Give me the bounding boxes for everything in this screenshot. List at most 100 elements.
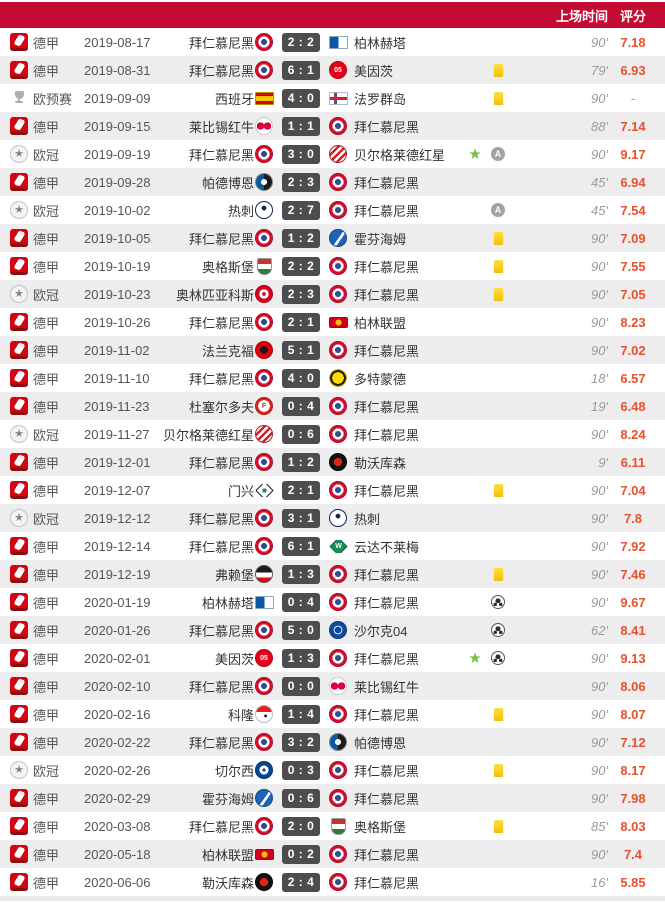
score-box: 1 : 3 xyxy=(282,564,320,584)
away-team-logo-badge xyxy=(329,761,347,779)
euro-qualifier-icon xyxy=(10,89,28,107)
match-row[interactable]: 德甲 2020-02-29 霍芬海姆 0 : 6 拜仁慕尼黑 90' 7.98 xyxy=(0,784,665,812)
away-team-name: 拜仁慕尼黑 xyxy=(354,763,420,779)
home-team-name: 拜仁慕尼黑 xyxy=(188,539,254,555)
away-team-logo xyxy=(328,621,348,639)
match-row[interactable]: 德甲 2020-06-06 勒沃库森 2 : 4 拜仁慕尼黑 16' 5.85 xyxy=(0,868,665,896)
home-team-logo xyxy=(254,537,274,555)
match-row[interactable]: 德甲 2019-12-14 拜仁慕尼黑 6 : 1 W 云达不莱梅 90' 7.92 xyxy=(0,532,665,560)
score-cell: 1 : 3 xyxy=(274,648,328,668)
match-row[interactable]: 欧预赛 2019-09-09 西班牙 4 : 0 法罗群岛 90' - xyxy=(0,84,665,112)
league-name: 德甲 xyxy=(33,399,60,415)
away-team-name: 拜仁慕尼黑 xyxy=(354,427,420,443)
league-name: 德甲 xyxy=(33,483,60,499)
minutes-played: 90' xyxy=(591,342,608,358)
bundesliga-text-strip xyxy=(10,888,28,891)
match-row[interactable]: ★ 欧冠 2019-09-19 拜仁慕尼黑 3 : 0 贝尔格莱德红星 ★ A 90' 9.17 xyxy=(0,140,665,168)
score-box: 2 : 0 xyxy=(282,816,320,836)
league-name: 德甲 xyxy=(33,707,60,723)
rating-value: 6.93 xyxy=(620,62,646,78)
bundesliga-figure xyxy=(13,258,26,271)
match-row[interactable]: 德甲 2019-10-05 拜仁慕尼黑 1 : 2 霍芬海姆 90' 7.09 xyxy=(0,224,665,252)
league-name: 德甲 xyxy=(33,259,60,275)
match-date: 2020-02-29 xyxy=(84,790,151,806)
match-row[interactable]: 德甲 2019-11-23 杜塞尔多夫 F 0 : 4 拜仁慕尼黑 19' 6.48 xyxy=(0,392,665,420)
match-date: 2020-02-26 xyxy=(84,762,151,778)
score-box: 0 : 2 xyxy=(282,844,320,864)
match-row[interactable]: 德甲 2020-02-10 拜仁慕尼黑 0 : 0 莱比锡红牛 90' 8.06 xyxy=(0,672,665,700)
match-row[interactable]: 德甲 2019-12-01 拜仁慕尼黑 1 : 2 勒沃库森 9' 6.11 xyxy=(0,448,665,476)
match-row[interactable]: 德甲 2020-01-19 柏林赫塔 0 : 4 拜仁慕尼黑 90' 9.67 xyxy=(0,588,665,616)
match-row[interactable]: 德甲 2019-09-28 帕德博恩 2 : 3 拜仁慕尼黑 45' 6.94 xyxy=(0,168,665,196)
bundesliga-icon xyxy=(10,817,28,835)
score-cell: 6 : 1 xyxy=(274,60,328,80)
match-row[interactable]: ★ 欧冠 2019-12-12 拜仁慕尼黑 3 : 1 热刺 90' 7.8 xyxy=(0,504,665,532)
home-team-logo-badge xyxy=(255,789,273,807)
home-team-logo xyxy=(254,369,274,387)
rating-value: 7.4 xyxy=(623,846,643,862)
team-logo-label: 05 xyxy=(334,66,342,74)
match-row[interactable]: 德甲 2019-12-19 弗赖堡 1 : 3 拜仁慕尼黑 90' 7.46 xyxy=(0,560,665,588)
away-team-name: 美因茨 xyxy=(354,63,394,79)
league-name: 欧冠 xyxy=(33,763,60,779)
minutes-played: 90' xyxy=(591,762,608,778)
away-team-logo xyxy=(328,789,348,807)
match-row[interactable]: 德甲 2020-02-22 拜仁慕尼黑 3 : 2 帕德博恩 90' 7.12 xyxy=(0,728,665,756)
away-team-logo xyxy=(328,229,348,247)
home-team-logo-badge: F xyxy=(255,397,273,415)
away-team-logo xyxy=(328,649,348,667)
away-team-logo xyxy=(328,565,348,583)
match-row[interactable]: 德甲 2019-11-10 拜仁慕尼黑 4 : 0 多特蒙德 18' 6.57 xyxy=(0,364,665,392)
yellow-card-icon xyxy=(493,287,503,301)
match-row[interactable]: 德甲 2020-02-01 美因茨 05 1 : 3 拜仁慕尼黑 ★ 90' 9.13 xyxy=(0,644,665,672)
bundesliga-icon xyxy=(10,33,28,51)
minutes-played: 90' xyxy=(591,90,608,106)
match-row[interactable]: 德甲 2019-11-02 法兰克福 5 : 1 拜仁慕尼黑 90' 7.02 xyxy=(0,336,665,364)
match-date: 2020-02-16 xyxy=(84,706,151,722)
match-row[interactable]: ★ 欧冠 2020-02-26 切尔西 0 : 3 拜仁慕尼黑 90' 8.17 xyxy=(0,756,665,784)
away-team-logo xyxy=(328,145,348,163)
match-row[interactable]: 德甲 2019-10-26 拜仁慕尼黑 2 : 1 柏林联盟 90' 8.23 xyxy=(0,308,665,336)
score-box: 1 : 2 xyxy=(282,228,320,248)
score-cell: 2 : 1 xyxy=(274,480,328,500)
match-row[interactable]: 德甲 2019-10-19 奥格斯堡 2 : 2 拜仁慕尼黑 90' 7.55 xyxy=(0,252,665,280)
match-row[interactable]: 德甲 2019-08-17 拜仁慕尼黑 2 : 2 柏林赫塔 90' 7.18 xyxy=(0,28,665,56)
match-row[interactable]: ★ 欧冠 2019-10-23 奥林匹亚科斯 2 : 3 拜仁慕尼黑 90' 7.05 xyxy=(0,280,665,308)
minutes-played: 90' xyxy=(591,846,608,862)
rating-value: 8.24 xyxy=(620,426,646,442)
match-row[interactable]: 德甲 2020-05-18 柏林联盟 0 : 2 拜仁慕尼黑 90' 7.4 xyxy=(0,840,665,868)
home-team-name: 西班牙 xyxy=(214,91,254,107)
league-icon-cell: ★ xyxy=(10,509,33,527)
match-row[interactable]: 德甲 2019-09-15 莱比锡红牛 1 : 1 拜仁慕尼黑 88' 7.14 xyxy=(0,112,665,140)
match-row[interactable]: ★ 欧冠 2019-11-27 贝尔格莱德红星 0 : 6 拜仁慕尼黑 90' 8.24 xyxy=(0,420,665,448)
score-box: 1 : 4 xyxy=(282,704,320,724)
away-team-logo-badge xyxy=(329,397,347,415)
league-name: 欧冠 xyxy=(33,427,60,443)
home-team-logo-badge xyxy=(255,341,273,359)
match-row[interactable]: 德甲 2019-12-07 门兴 2 : 1 拜仁慕尼黑 90' 7.04 xyxy=(0,476,665,504)
league-icon-cell xyxy=(10,537,33,555)
away-team-logo xyxy=(328,91,348,105)
rating-value: 7.18 xyxy=(620,34,646,50)
yellow-card-icon xyxy=(493,483,503,497)
match-row[interactable]: ★ 欧冠 2019-10-02 热刺 2 : 7 拜仁慕尼黑 A 45' 7.54 xyxy=(0,196,665,224)
league-name: 德甲 xyxy=(33,175,60,191)
bundesliga-figure xyxy=(13,650,26,663)
away-team-name: 拜仁慕尼黑 xyxy=(354,483,420,499)
bundesliga-figure xyxy=(13,734,26,747)
match-row[interactable]: 德甲 2019-08-31 拜仁慕尼黑 6 : 1 05 美因茨 79' 6.93 xyxy=(0,56,665,84)
away-team-logo-badge xyxy=(329,369,347,387)
bundesliga-text-strip xyxy=(10,328,28,331)
home-team-name: 拜仁慕尼黑 xyxy=(188,231,254,247)
match-row[interactable]: 德甲 2020-03-08 拜仁慕尼黑 2 : 0 奥格斯堡 85' 8.03 xyxy=(0,812,665,840)
event-icon-cell xyxy=(486,623,510,637)
away-team-name: 拜仁慕尼黑 xyxy=(354,791,420,807)
league-icon-cell xyxy=(10,173,33,191)
rating-value: 7.14 xyxy=(620,118,646,134)
away-team-name: 帕德博恩 xyxy=(354,735,407,751)
bundesliga-icon xyxy=(10,61,28,79)
match-row[interactable]: 德甲 2020-02-16 科隆 1 : 4 拜仁慕尼黑 90' 8.07 xyxy=(0,700,665,728)
bundesliga-icon xyxy=(10,789,28,807)
match-row[interactable]: 德甲 2020-01-26 拜仁慕尼黑 5 : 0 沙尔克04 62' 8.41 xyxy=(0,616,665,644)
minutes-played: 90' xyxy=(591,510,608,526)
